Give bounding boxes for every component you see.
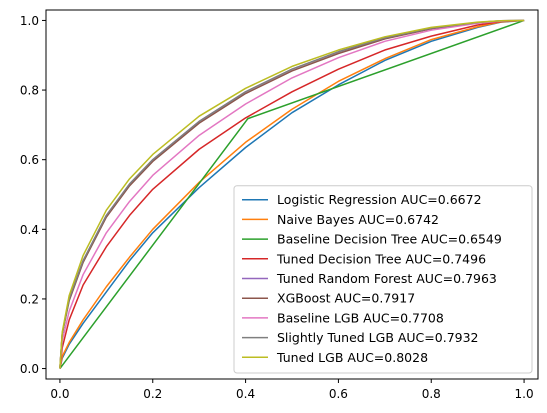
axes-frame xyxy=(45,9,539,380)
legend-label-0: Logistic Regression AUC=0.6672 xyxy=(277,192,482,207)
x-tick-label: 0.6 xyxy=(329,387,348,401)
y-tick-label: 0.8 xyxy=(20,84,39,98)
legend-label-2: Baseline Decision Tree AUC=0.6549 xyxy=(277,232,502,247)
x-tick-label: 1.0 xyxy=(515,387,534,401)
legend-label-8: Tuned LGB AUC=0.8028 xyxy=(276,350,428,365)
legend-label-4: Tuned Random Forest AUC=0.7963 xyxy=(276,271,497,286)
series-line-6 xyxy=(59,19,525,369)
x-tick-label: 0.4 xyxy=(236,387,255,401)
plot-lines xyxy=(59,19,525,370)
y-tick-label: 0.4 xyxy=(20,223,39,237)
series-line-3 xyxy=(59,19,525,369)
x-tick-label: 0.8 xyxy=(422,387,441,401)
y-tick-label: 0.2 xyxy=(20,292,39,306)
series-line-8 xyxy=(59,19,525,369)
legend-box xyxy=(233,185,533,374)
series-line-2 xyxy=(59,19,525,370)
legend: Logistic Regression AUC=0.6672 Naive Baye… xyxy=(233,185,533,374)
legend-label-3: Tuned Decision Tree AUC=0.7496 xyxy=(276,251,486,266)
legend-label-7: Slightly Tuned LGB AUC=0.7932 xyxy=(277,330,479,345)
legend-label-5: XGBoost AUC=0.7917 xyxy=(277,291,415,306)
y-tick-label: 0.6 xyxy=(20,153,39,167)
series-line-0 xyxy=(59,19,525,369)
x-axis-ticks: 0.0 0.2 0.4 0.6 0.8 1.0 xyxy=(50,379,534,401)
y-tick-label: 1.0 xyxy=(20,14,39,28)
legend-label-1: Naive Bayes AUC=0.6742 xyxy=(277,212,439,227)
y-tick-label: 0.0 xyxy=(20,362,39,376)
x-tick-label: 0.2 xyxy=(143,387,162,401)
y-axis-ticks: 0.0 0.2 0.4 0.6 0.8 1.0 xyxy=(20,14,46,376)
legend-label-6: Baseline LGB AUC=0.7708 xyxy=(277,310,444,325)
x-tick-label: 0.0 xyxy=(50,387,69,401)
series-line-1 xyxy=(59,19,525,369)
